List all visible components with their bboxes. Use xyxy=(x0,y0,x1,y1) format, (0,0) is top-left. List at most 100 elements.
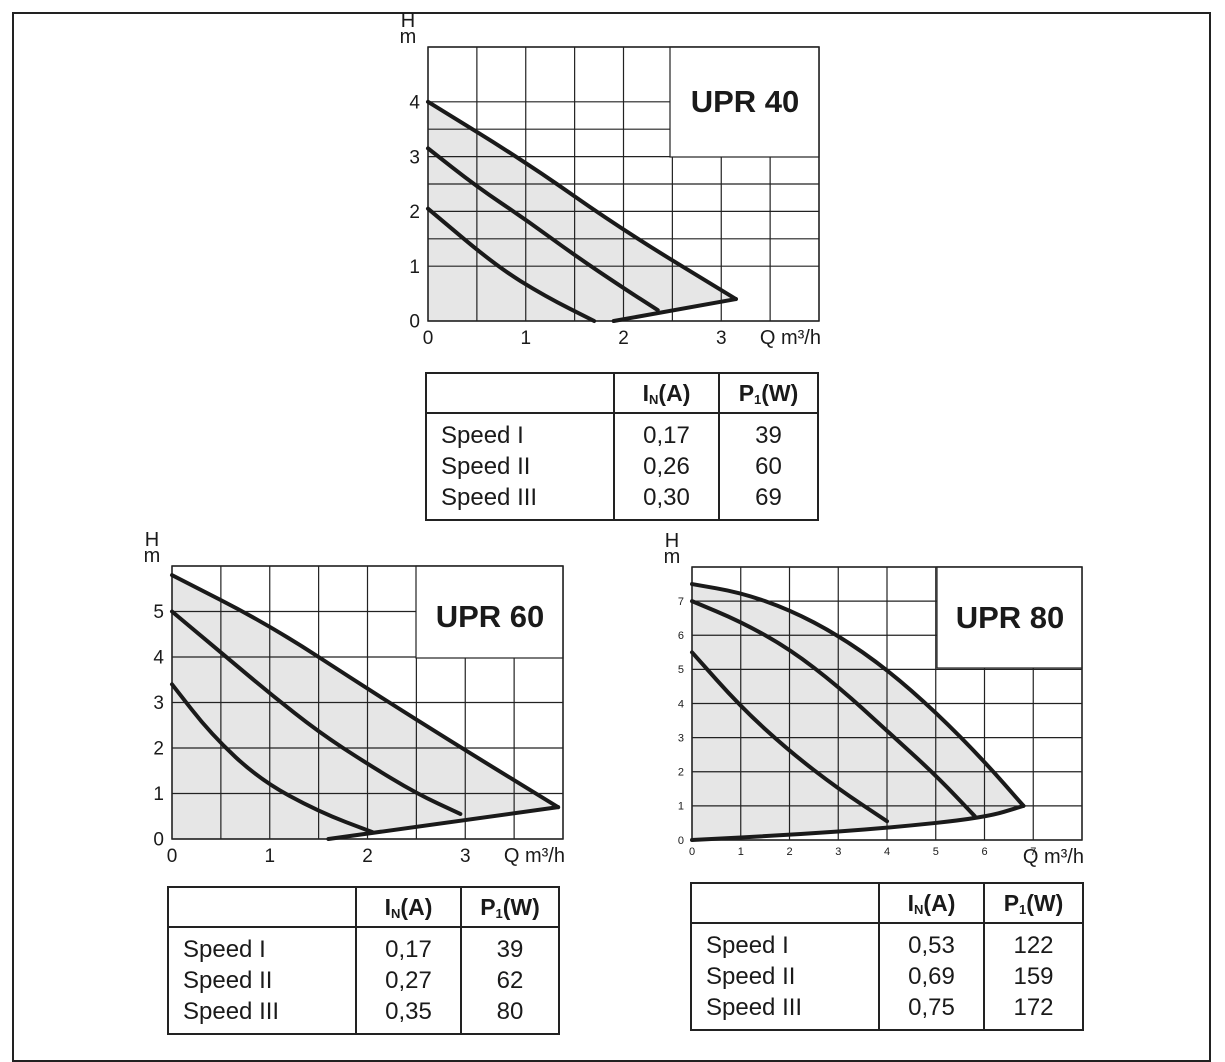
minimum-load-line xyxy=(611,297,738,323)
x-tick-label: 0 xyxy=(167,846,178,867)
table-upr-40: IN(A) P1(W) Speed I Speed II Speed III 0… xyxy=(425,372,819,521)
power-value: 39 xyxy=(755,422,782,449)
speed-label: Speed II xyxy=(706,963,796,990)
y-tick-label: 1 xyxy=(153,784,164,805)
power-value: 62 xyxy=(496,967,524,994)
y-tick-label: 0 xyxy=(678,835,684,847)
header-blank xyxy=(426,373,614,414)
current-value: 0,53 xyxy=(908,932,955,959)
speed-label: Speed I xyxy=(183,936,266,963)
header-current: IN(A) xyxy=(355,887,461,928)
chart-title: UPR 80 xyxy=(956,600,1065,635)
speed-curve-2 xyxy=(426,146,660,313)
power-value: 80 xyxy=(496,998,524,1025)
chart-title: UPR 60 xyxy=(436,599,545,634)
table-upr-60: IN(A) P1(W) Speed I Speed II Speed III 0… xyxy=(167,886,560,1035)
speed-label: Speed III xyxy=(706,994,803,1021)
speed-label: Speed II xyxy=(183,967,273,994)
current-value: 0,69 xyxy=(908,963,955,990)
header-power: P1(W) xyxy=(718,373,818,414)
x-axis-label: Q m³/h xyxy=(760,327,821,349)
power-value: 122 xyxy=(1013,932,1054,959)
power-value: 69 xyxy=(755,484,782,511)
current-values: 0,17 0,27 0,35 xyxy=(355,927,461,1034)
y-tick-label: 0 xyxy=(153,830,164,851)
power-value: 60 xyxy=(755,453,782,480)
power-values: 39 60 69 xyxy=(718,413,818,520)
power-values: 39 62 80 xyxy=(460,927,559,1034)
header-power: P1(W) xyxy=(983,883,1083,924)
table-header-row: IN(A) P1(W) xyxy=(168,887,559,928)
y-axis-label-unit: m xyxy=(400,26,417,48)
y-tick-label: 1 xyxy=(409,257,420,278)
speed-curve-3 xyxy=(690,582,1026,808)
speed-label: Speed III xyxy=(441,484,538,511)
header-current: IN(A) xyxy=(613,373,719,414)
current-value: 0,26 xyxy=(643,453,690,480)
header-blank xyxy=(168,887,356,928)
x-tick-label: 2 xyxy=(362,846,373,867)
y-tick-label: 6 xyxy=(678,630,684,642)
x-axis-label: Q m³/h xyxy=(1023,846,1084,868)
current-values: 0,17 0,26 0,30 xyxy=(613,413,719,520)
x-tick-label: 1 xyxy=(520,328,531,349)
speed-label: Speed II xyxy=(441,453,531,480)
x-tick-label: 2 xyxy=(618,328,629,349)
x-tick-label: 6 xyxy=(981,846,987,858)
current-value: 0,27 xyxy=(385,967,432,994)
speed-curve-2 xyxy=(690,599,977,819)
minimum-load-line xyxy=(690,803,1026,842)
title-panel xyxy=(669,46,820,158)
x-tick-label: 1 xyxy=(738,846,744,858)
y-tick-label: 5 xyxy=(678,664,684,676)
table-body-row: Speed I Speed II Speed III 0,53 0,69 0,7… xyxy=(691,923,1083,1030)
speed-labels: Speed I Speed II Speed III xyxy=(691,923,879,1030)
y-tick-label: 2 xyxy=(153,739,164,760)
speed-curve-3 xyxy=(426,99,738,302)
table-upr-80: IN(A) P1(W) Speed I Speed II Speed III 0… xyxy=(690,882,1084,1031)
y-tick-label: 4 xyxy=(153,648,164,669)
speed-curve-3 xyxy=(170,573,561,810)
title-panel xyxy=(936,566,1083,669)
y-axis-label-unit: m xyxy=(144,545,161,567)
y-tick-label: 2 xyxy=(409,202,420,223)
y-tick-label: 2 xyxy=(678,767,684,779)
table-body-row: Speed I Speed II Speed III 0,17 0,26 0,3… xyxy=(426,413,818,520)
speed-curve-1 xyxy=(690,650,889,824)
y-tick-label: 4 xyxy=(678,698,684,710)
y-axis-label-symbol: H xyxy=(401,10,415,32)
speed-labels: Speed I Speed II Speed III xyxy=(168,927,356,1034)
x-tick-label: 2 xyxy=(786,846,792,858)
x-tick-label: 0 xyxy=(423,328,434,349)
x-tick-label: 0 xyxy=(689,846,695,858)
operating-area xyxy=(172,575,559,839)
power-value: 39 xyxy=(496,936,524,963)
x-axis-label: Q m³/h xyxy=(504,845,565,867)
y-tick-label: 3 xyxy=(678,732,684,744)
plot-border xyxy=(691,566,1083,841)
x-tick-label: 3 xyxy=(835,846,841,858)
speed-curve-2 xyxy=(170,609,463,816)
x-tick-label: 3 xyxy=(716,328,727,349)
x-tick-label: 3 xyxy=(460,846,471,867)
y-tick-label: 3 xyxy=(409,147,420,168)
current-value: 0,30 xyxy=(643,484,690,511)
minimum-load-line xyxy=(326,805,561,841)
x-tick-label: 5 xyxy=(933,846,939,858)
speed-label: Speed I xyxy=(706,932,789,959)
y-axis-label-symbol: H xyxy=(145,529,159,551)
y-tick-label: 0 xyxy=(409,312,420,333)
current-value: 0,17 xyxy=(385,936,432,963)
speed-curve-1 xyxy=(426,206,597,323)
y-tick-label: 5 xyxy=(153,602,164,623)
y-tick-label: 4 xyxy=(409,92,420,113)
y-tick-label: 1 xyxy=(678,801,684,813)
y-tick-label: 7 xyxy=(678,596,684,608)
current-values: 0,53 0,69 0,75 xyxy=(878,923,984,1030)
x-tick-label: 7 xyxy=(1030,846,1036,858)
speed-label: Speed I xyxy=(441,422,524,449)
plot-border xyxy=(171,565,564,840)
y-axis-label-symbol: H xyxy=(665,530,679,552)
header-current: IN(A) xyxy=(878,883,984,924)
